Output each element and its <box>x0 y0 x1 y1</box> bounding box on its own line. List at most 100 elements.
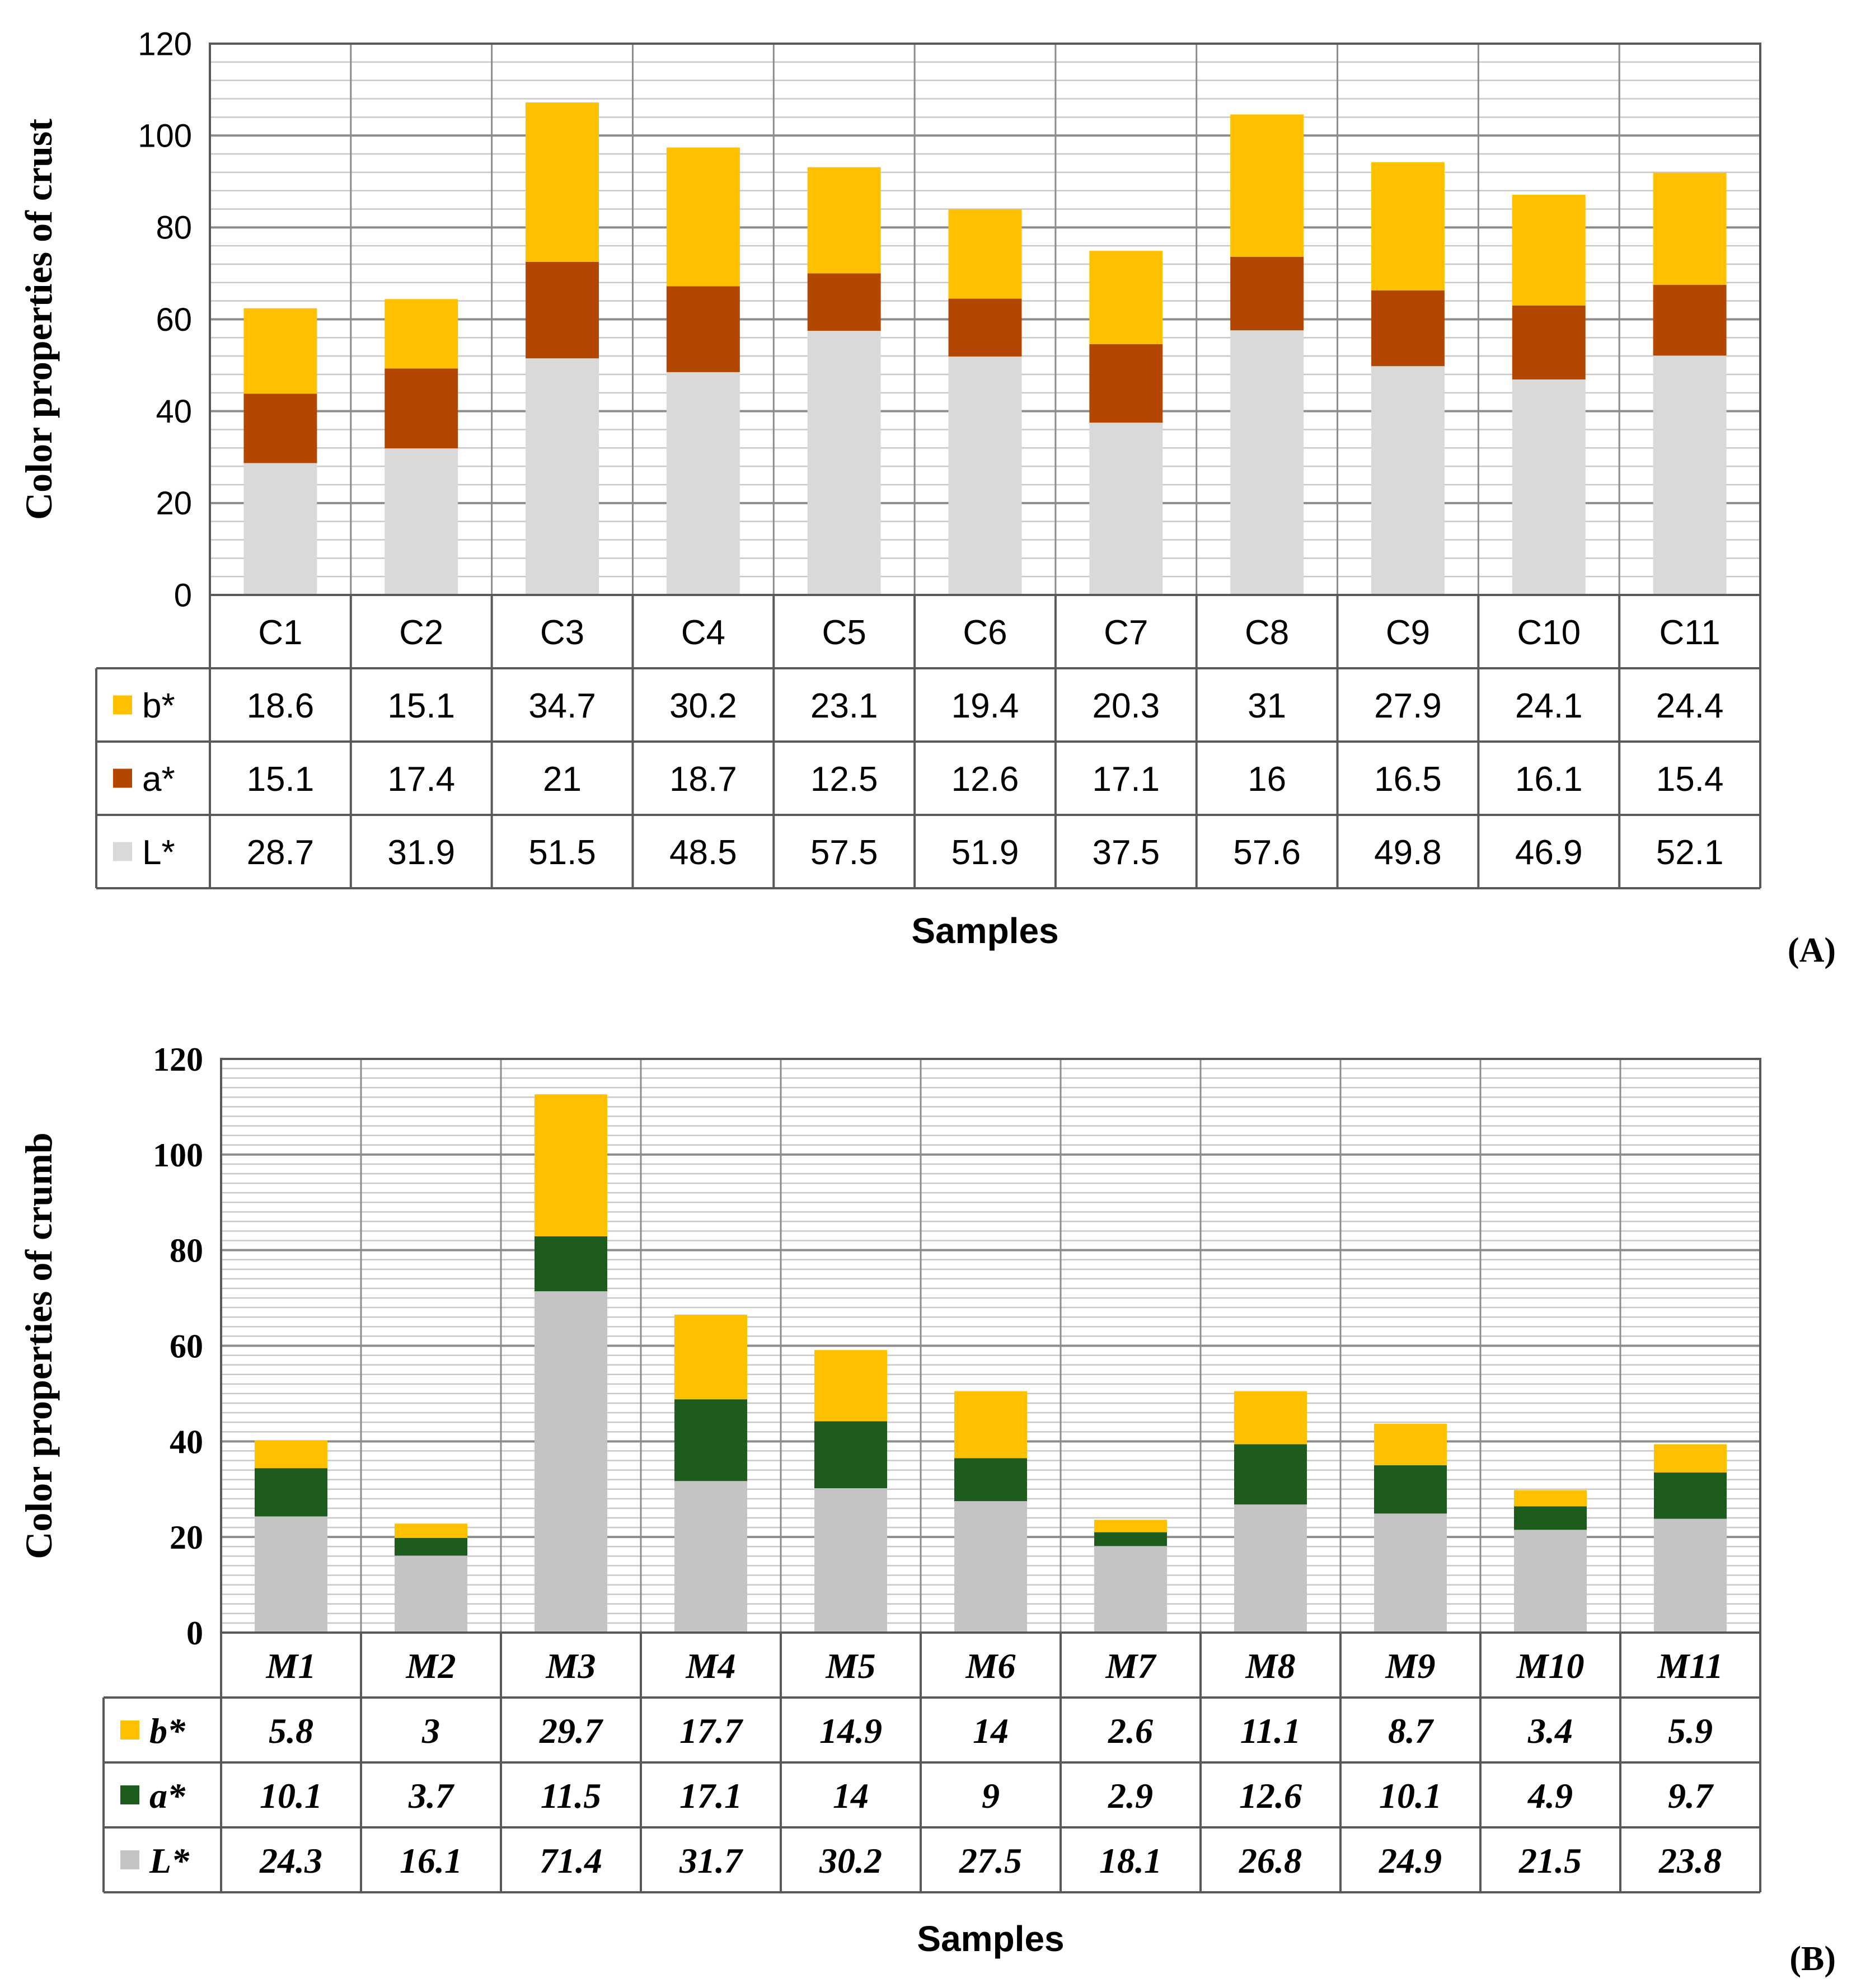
table-value-cell: 9 <box>982 1776 1000 1816</box>
bar-segment <box>255 1440 327 1469</box>
x-category-label: M9 <box>1385 1646 1436 1686</box>
bar-segment <box>666 147 740 287</box>
table-value-cell: 14 <box>833 1776 869 1816</box>
bar-segment <box>535 1094 607 1236</box>
y-tick-label: 100 <box>138 118 192 154</box>
bar-segment <box>948 209 1022 299</box>
bar-segment <box>1514 1530 1587 1633</box>
panel-label: (A) <box>1788 931 1836 969</box>
table-value-cell: 19.4 <box>951 687 1019 725</box>
table-value-cell: 16 <box>1248 760 1286 799</box>
x-category-label: C7 <box>1104 613 1148 652</box>
table-value-cell: 31.9 <box>387 833 455 872</box>
table-value-cell: 10.1 <box>1379 1776 1442 1816</box>
table-value-cell: 29.7 <box>539 1711 604 1751</box>
bar-segment <box>1512 195 1586 306</box>
bar-segment <box>243 308 317 394</box>
x-axis-title: Samples <box>917 1919 1064 1959</box>
bar-segment <box>1653 355 1727 595</box>
table-value-cell: 17.1 <box>1092 760 1160 799</box>
x-category-label: C6 <box>963 613 1007 652</box>
y-tick-label: 20 <box>170 1519 203 1556</box>
x-category-label: C4 <box>681 613 725 652</box>
table-value-cell: 23.8 <box>1658 1841 1722 1881</box>
legend-key-b-swatch <box>120 1720 139 1740</box>
bar-segment <box>807 167 881 274</box>
bar-segment <box>385 368 458 449</box>
table-value-cell: 30.2 <box>669 687 737 725</box>
bar-segment <box>526 102 599 262</box>
table-value-cell: 28.7 <box>247 833 315 872</box>
legend-key-L-swatch <box>120 1850 139 1869</box>
x-category-label: M8 <box>1245 1646 1296 1686</box>
bar-segment <box>1089 423 1163 595</box>
x-category-label: M11 <box>1657 1646 1723 1686</box>
x-category-label: C2 <box>399 613 443 652</box>
table-value-cell: 26.8 <box>1239 1841 1302 1881</box>
bar-segment <box>395 1537 467 1556</box>
bar-segment <box>1371 290 1445 367</box>
bar-segment <box>1654 1518 1727 1633</box>
bar-segment <box>385 299 458 369</box>
bar-segment <box>1514 1506 1587 1530</box>
bar-segment <box>674 1314 747 1400</box>
table-value-cell: 24.3 <box>259 1841 322 1881</box>
bar-segment <box>807 273 881 331</box>
table-value-cell: 24.1 <box>1515 687 1583 725</box>
bar-segment <box>255 1468 327 1517</box>
bar-segment <box>814 1421 887 1489</box>
x-category-label: C10 <box>1517 613 1581 652</box>
legend-series-name: a* <box>142 760 175 799</box>
bar-segment <box>954 1458 1027 1502</box>
table-value-cell: 11.5 <box>541 1776 601 1816</box>
table-value-cell: 2.9 <box>1108 1776 1153 1816</box>
y-tick-label: 100 <box>153 1137 203 1174</box>
table-value-cell: 20.3 <box>1092 687 1160 725</box>
bar-segment <box>1654 1472 1727 1519</box>
x-category-label: M3 <box>546 1646 596 1686</box>
bar-segment <box>1234 1444 1307 1505</box>
table-value-cell: 48.5 <box>669 833 737 872</box>
bar-segment <box>243 463 317 595</box>
x-category-label: C9 <box>1386 613 1430 652</box>
bar-segment <box>1230 114 1304 257</box>
table-value-cell: 12.6 <box>951 760 1019 799</box>
table-value-cell: 16.1 <box>1515 760 1583 799</box>
x-category-label: M4 <box>686 1646 736 1686</box>
table-value-cell: 17.4 <box>387 760 455 799</box>
table-value-cell: 18.7 <box>669 760 737 799</box>
bar-segment <box>1089 251 1163 344</box>
bar-segment <box>1089 344 1163 423</box>
bar-segment <box>948 298 1022 357</box>
bar-segment <box>1094 1546 1167 1633</box>
x-category-label: M6 <box>965 1646 1016 1686</box>
y-tick-label: 120 <box>153 1041 203 1078</box>
bar-segment <box>814 1350 887 1422</box>
table-value-cell: 31 <box>1248 687 1286 725</box>
legend-series-name: b* <box>149 1711 186 1751</box>
bar-segment <box>395 1523 467 1538</box>
x-category-label: C8 <box>1245 613 1289 652</box>
bar-segment <box>395 1555 467 1633</box>
table-value-cell: 24.4 <box>1656 687 1724 725</box>
y-axis-title: Color properties of crust <box>17 119 60 520</box>
table-value-cell: 51.5 <box>528 833 596 872</box>
table-value-cell: 17.7 <box>679 1711 744 1751</box>
bar-segment <box>1514 1490 1587 1507</box>
bar-segment <box>954 1391 1027 1459</box>
y-tick-label: 40 <box>170 1423 203 1460</box>
table-value-cell: 15.1 <box>387 687 455 725</box>
table-value-cell: 57.6 <box>1233 833 1301 872</box>
table-value-cell: 14.9 <box>819 1711 882 1751</box>
bar-segment <box>255 1516 327 1633</box>
x-category-label: C3 <box>540 613 584 652</box>
table-value-cell: 17.1 <box>679 1776 742 1816</box>
table-value-cell: 12.6 <box>1239 1776 1302 1816</box>
bar-segment <box>1094 1532 1167 1546</box>
bar-segment <box>1234 1504 1307 1633</box>
legend-series-name: a* <box>149 1776 186 1816</box>
table-value-cell: 49.8 <box>1374 833 1442 872</box>
table-value-cell: 52.1 <box>1656 833 1724 872</box>
x-category-label: C5 <box>822 613 866 652</box>
table-value-cell: 34.7 <box>528 687 596 725</box>
